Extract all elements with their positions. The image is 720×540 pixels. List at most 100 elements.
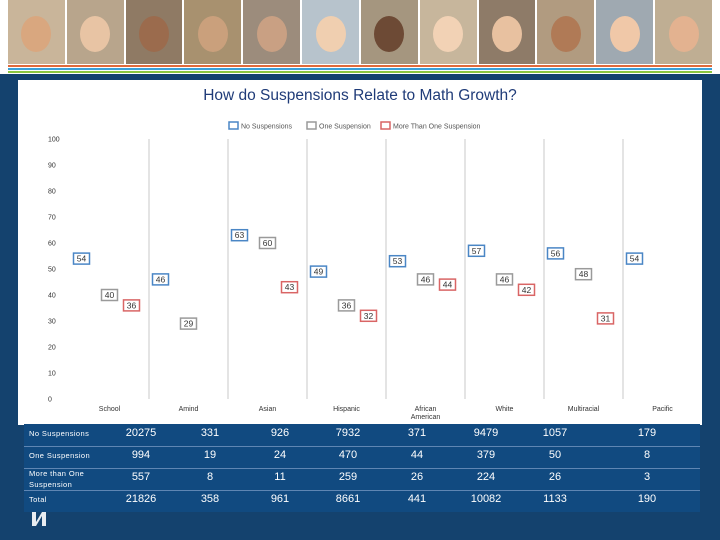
table-cell: 961 — [270, 493, 290, 505]
y-tick-label: 60 — [48, 241, 56, 248]
table-cell: 20275 — [125, 427, 157, 439]
data-point-label: 29 — [184, 319, 194, 329]
table-cell: 8 — [206, 471, 214, 483]
data-point-marker — [309, 265, 328, 278]
face-shape — [139, 16, 170, 52]
data-point-label: 48 — [579, 269, 589, 279]
data-point-label: 43 — [285, 282, 295, 292]
data-point-marker — [596, 312, 615, 325]
student-photo — [8, 0, 65, 64]
suspension-chart: How do Suspensions Relate to Math Growth… — [48, 87, 673, 421]
table-cell: 19 — [203, 449, 217, 461]
face-shape — [315, 16, 346, 52]
x-tick-label: African American — [411, 406, 441, 421]
student-photo — [125, 0, 183, 64]
data-point-label: 57 — [472, 246, 482, 256]
table-cell: 994 — [131, 449, 151, 461]
data-point-label: 32 — [364, 311, 374, 321]
legend-label: One Suspension — [319, 124, 371, 131]
y-tick-label: 80 — [48, 189, 56, 196]
legend-swatch — [306, 121, 317, 130]
student-photo — [478, 0, 536, 64]
data-point-marker — [467, 244, 486, 258]
face-shape — [668, 16, 699, 52]
row-divider — [24, 468, 700, 469]
row-label: No Suspensions — [29, 429, 90, 438]
data-point-label: 42 — [522, 285, 532, 295]
data-point-marker — [258, 236, 277, 250]
face-shape — [492, 16, 523, 52]
chart-panel: How do Suspensions Relate to Math Growth… — [18, 80, 702, 425]
table-cell: 557 — [131, 471, 151, 483]
table-cell: 331 — [200, 427, 220, 439]
banner-stripe-green — [8, 71, 712, 73]
table-cell: 371 — [407, 427, 427, 439]
student-photo — [184, 0, 242, 64]
data-point-marker — [388, 254, 407, 268]
table-cell: 9479 — [473, 427, 499, 439]
table-cell: 8661 — [335, 493, 361, 505]
chart-title: How do Suspensions Relate to Math Growth… — [203, 87, 517, 104]
table-cell: 179 — [637, 427, 657, 439]
face-shape — [609, 16, 640, 52]
student-photo — [302, 0, 359, 64]
data-point-marker — [359, 309, 378, 323]
row-label: Total — [29, 495, 47, 504]
table-cell: 190 — [637, 493, 657, 505]
data-point-label: 44 — [443, 280, 453, 290]
table-row: No Suspensions 20275 331 926 7932 371 9479 1057… — [24, 424, 700, 446]
data-point-label: 40 — [105, 290, 115, 300]
table-cell: 24 — [273, 449, 287, 461]
data-point-label: 46 — [500, 274, 510, 284]
data-point-marker — [625, 252, 644, 265]
data-point-label: 53 — [393, 256, 403, 266]
data-point-marker — [72, 252, 91, 265]
data-point-marker — [280, 280, 299, 294]
data-point-marker — [438, 278, 457, 291]
row-label: More than One Suspension — [29, 469, 85, 489]
table-row: Total 21826 358 961 8661 441 10082 1133 190 — [24, 490, 700, 512]
data-point-marker — [151, 273, 170, 286]
table-row: More than One Suspension 557 8 11 259 26 224 26… — [24, 468, 700, 490]
table-cell: 224 — [476, 471, 496, 483]
table-cell: 26 — [548, 471, 562, 483]
x-tick-label: Multiracial — [568, 406, 600, 413]
face-shape — [256, 16, 287, 52]
face-shape — [197, 16, 228, 52]
legend-label: More Than One Suspension — [393, 124, 481, 131]
banner-stripe-blue — [8, 68, 712, 70]
data-point-label: 31 — [601, 313, 611, 323]
y-tick-label: 40 — [48, 293, 56, 300]
table-cell: 3 — [643, 471, 651, 483]
legend-swatch — [228, 121, 239, 130]
data-point-label: 36 — [127, 300, 137, 310]
student-photo — [596, 0, 654, 64]
table-cell: 21826 — [125, 493, 157, 505]
x-tick-label: Hispanic — [333, 406, 360, 413]
x-tick-label: Pacific — [652, 406, 673, 413]
data-point-label: 54 — [630, 254, 640, 264]
data-point-label: 60 — [263, 238, 273, 248]
y-tick-label: 30 — [48, 319, 56, 326]
data-point-marker — [495, 273, 514, 286]
table-cell: 358 — [200, 493, 220, 505]
row-label: One Suspension — [29, 451, 91, 460]
table-cell: 470 — [338, 449, 358, 461]
y-tick-label: 20 — [48, 345, 56, 352]
student-photo — [655, 0, 712, 64]
data-point-marker — [179, 317, 198, 330]
table-row: One Suspension 994 19 24 470 44 379 50 8 — [24, 446, 700, 468]
data-point-marker — [416, 273, 435, 286]
y-tick-label: 10 — [48, 371, 56, 378]
student-photo — [537, 0, 595, 64]
table-cell: 926 — [270, 427, 290, 439]
data-point-label: 63 — [235, 230, 245, 240]
data-point-label: 36 — [342, 300, 352, 310]
table-cell: 11 — [274, 471, 286, 483]
y-tick-label: 100 — [48, 137, 60, 144]
student-photo — [243, 0, 301, 64]
face-shape — [80, 16, 111, 52]
y-tick-label: 70 — [48, 215, 56, 222]
logo-icon — [32, 512, 46, 526]
data-point-label: 46 — [156, 274, 166, 284]
